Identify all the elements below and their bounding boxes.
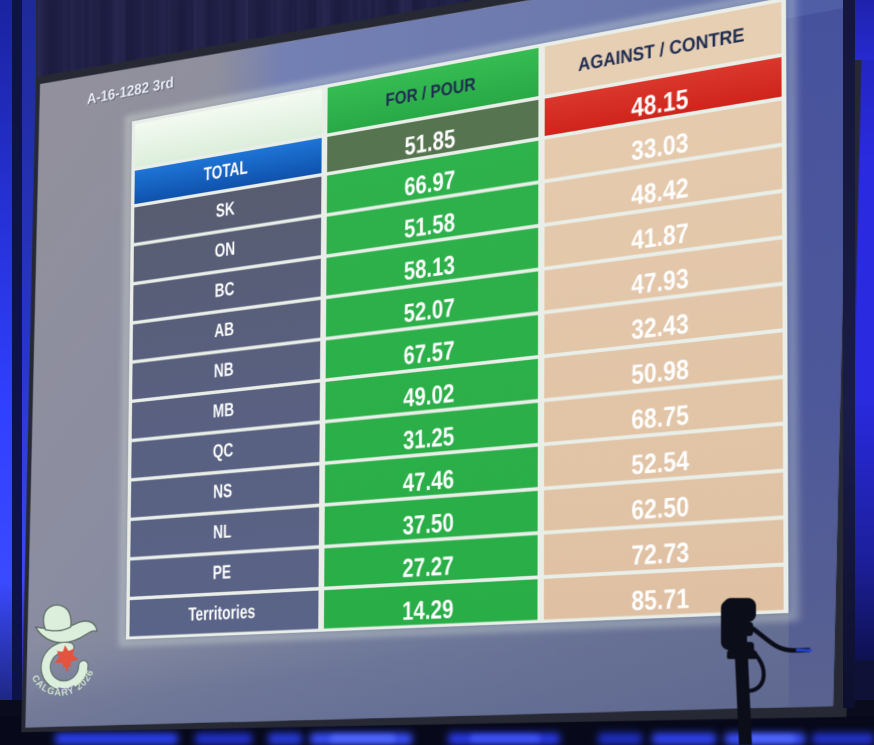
svg-text:50.98: 50.98: [631, 355, 689, 392]
svg-text:52.07: 52.07: [404, 294, 455, 329]
svg-text:ON: ON: [215, 238, 236, 262]
svg-text:NL: NL: [213, 521, 231, 544]
svg-text:27.27: 27.27: [402, 552, 453, 584]
svg-text:37.50: 37.50: [403, 509, 454, 542]
svg-text:SK: SK: [216, 198, 235, 222]
svg-text:Territories: Territories: [188, 601, 255, 626]
svg-text:47.93: 47.93: [631, 264, 689, 302]
svg-text:52.54: 52.54: [631, 446, 689, 481]
svg-text:14.29: 14.29: [402, 595, 454, 626]
svg-text:67.57: 67.57: [403, 336, 454, 371]
svg-text:58.13: 58.13: [404, 251, 455, 287]
svg-text:47.46: 47.46: [403, 465, 454, 498]
svg-text:41.87: 41.87: [631, 218, 689, 256]
svg-text:72.73: 72.73: [631, 538, 689, 572]
svg-text:62.50: 62.50: [631, 492, 689, 527]
svg-text:31.25: 31.25: [403, 422, 454, 456]
svg-text:NS: NS: [213, 480, 232, 503]
svg-text:85.71: 85.71: [631, 584, 689, 618]
svg-text:32.43: 32.43: [631, 309, 689, 346]
svg-text:QC: QC: [213, 440, 234, 463]
svg-text:49.02: 49.02: [403, 379, 454, 413]
svg-text:BC: BC: [215, 278, 235, 302]
svg-text:MB: MB: [213, 399, 235, 422]
svg-text:NB: NB: [214, 359, 234, 383]
svg-text:68.75: 68.75: [631, 400, 689, 436]
svg-text:AB: AB: [214, 319, 234, 343]
svg-text:PE: PE: [213, 562, 232, 585]
